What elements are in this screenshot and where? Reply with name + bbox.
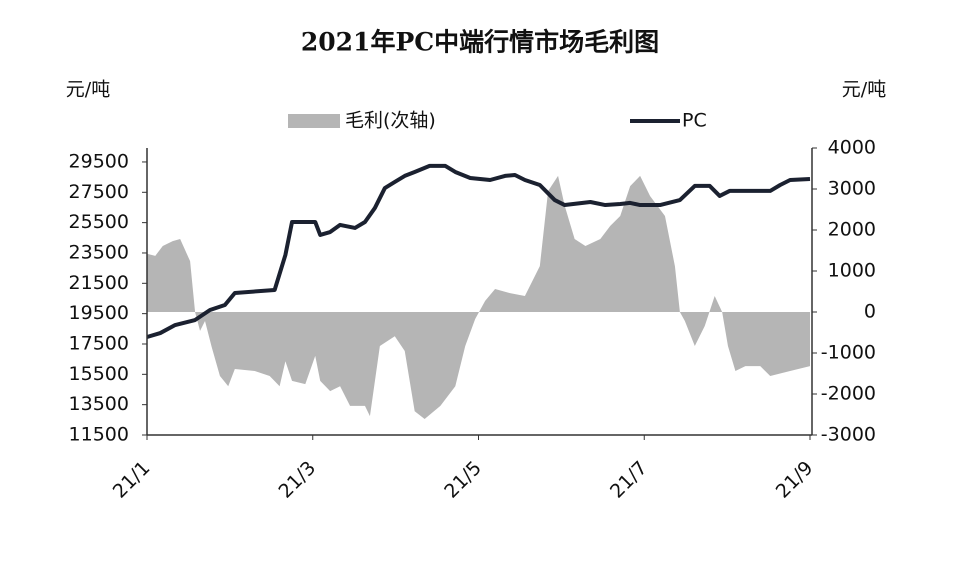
x-tick-label: 21/7 — [606, 457, 652, 503]
y-tick-label: 25500 — [69, 211, 129, 233]
y2-tick-label: 1000 — [828, 260, 876, 282]
y2-tick-label: -2000 — [821, 383, 876, 405]
y-tick-label: 23500 — [69, 241, 129, 263]
y-tick-label: 19500 — [69, 302, 129, 324]
y2-tick-label: -3000 — [821, 424, 876, 446]
y-tick-label: 13500 — [69, 393, 129, 415]
y-tick-label: 17500 — [69, 332, 129, 354]
y2-tick-label: -1000 — [821, 342, 876, 364]
x-tick-label: 21/1 — [109, 457, 155, 503]
y-tick-label: 15500 — [69, 363, 129, 385]
legend-swatch — [288, 114, 340, 128]
y2-tick-label: 3000 — [828, 178, 876, 200]
y-tick-label: 21500 — [69, 272, 129, 294]
y-axis-label: 元/吨 — [66, 79, 110, 101]
legend-label: 毛利(次轴) — [345, 110, 436, 132]
chart-title: 2021年PC中端行情市场毛利图 — [301, 28, 659, 57]
x-tick-label: 21/9 — [772, 457, 818, 503]
y2-tick-label: 0 — [864, 301, 876, 323]
x-tick-label: 21/5 — [440, 457, 486, 503]
y-tick-label: 11500 — [69, 424, 129, 446]
y-tick-label: 29500 — [69, 150, 129, 172]
y-tick-label: 27500 — [69, 181, 129, 203]
legend-label: PC — [682, 110, 707, 132]
y2-tick-label: 4000 — [828, 137, 876, 159]
area — [147, 175, 810, 420]
line — [146, 163, 811, 339]
x-tick-label: 21/3 — [274, 457, 320, 503]
y2-tick-label: 2000 — [828, 219, 876, 241]
y2-axis-label: 元/吨 — [842, 79, 886, 101]
